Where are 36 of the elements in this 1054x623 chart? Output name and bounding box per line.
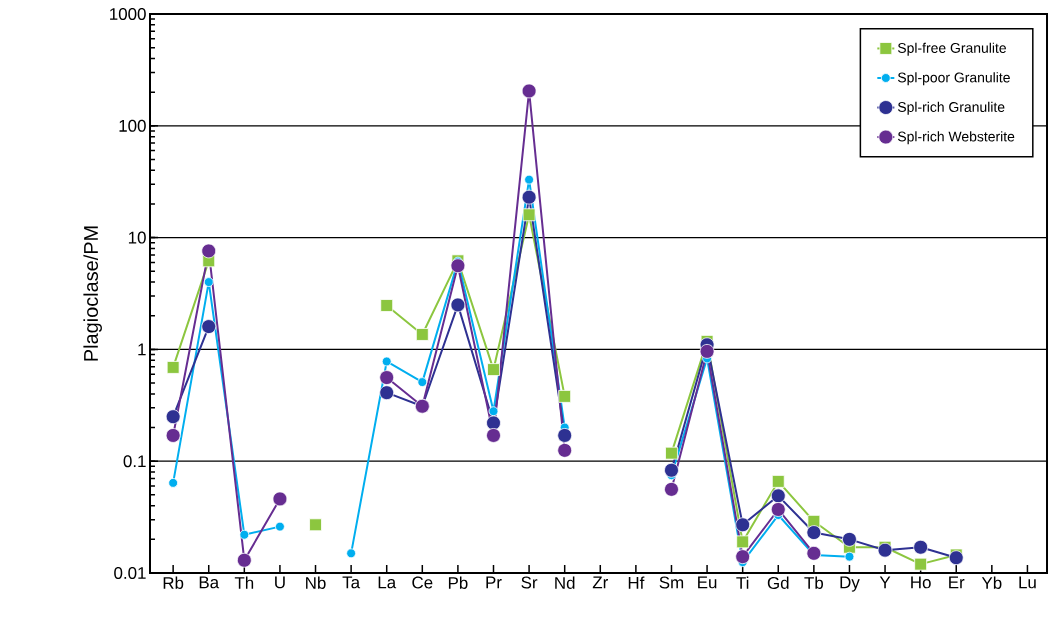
x-tick-label: Gd <box>767 576 789 589</box>
legend-label: Spl-poor Granulite <box>897 72 1010 86</box>
x-tick-label: Ta <box>342 576 361 589</box>
x-tick-label: Nd <box>555 576 575 589</box>
x-tick-label: Zr <box>592 576 608 589</box>
x-tick-label: Tb <box>804 576 824 589</box>
x-tick-label: Sr <box>521 576 538 589</box>
x-tick-label: Rb <box>163 576 184 589</box>
x-tick-label: Sm <box>659 576 684 589</box>
x-tick-label: U <box>275 576 285 589</box>
y-tick-label: 1000 <box>110 8 146 20</box>
y-tick-label: 10 <box>128 231 146 244</box>
legend-label: Spl-rich Granulite <box>897 101 1005 115</box>
y-tick-label: 0.1 <box>123 455 146 468</box>
x-tick-label: La <box>378 576 397 589</box>
y-tick-label: 1 <box>138 343 146 356</box>
x-tick-label: Eu <box>698 576 717 589</box>
x-tick-label: Dy <box>840 576 860 592</box>
x-tick-label: Ce <box>412 576 433 589</box>
x-tick-label: Ba <box>199 576 220 589</box>
x-tick-label: Th <box>234 576 254 589</box>
x-tick-label: Lu <box>1019 576 1036 589</box>
legend-label: Spl-rich Websterite <box>897 131 1015 145</box>
x-tick-label: Pr <box>486 576 502 589</box>
y-axis-title: Plagioclase/PM <box>83 226 102 361</box>
legend-label: Spl-free Granulite <box>897 42 1006 56</box>
y-tick-label: 100 <box>119 119 146 132</box>
x-tick-label: Nb <box>306 576 326 589</box>
x-tick-label: Y <box>879 576 891 589</box>
x-tick-label: Ho <box>911 576 931 589</box>
x-tick-label: Er <box>949 576 965 589</box>
y-tick-label: 0.01 <box>114 567 146 579</box>
x-tick-label: Pb <box>448 576 468 589</box>
x-tick-label: Ti <box>736 576 749 589</box>
x-tick-label: Hf <box>628 576 645 589</box>
x-tick-label: Yb <box>981 576 1002 589</box>
